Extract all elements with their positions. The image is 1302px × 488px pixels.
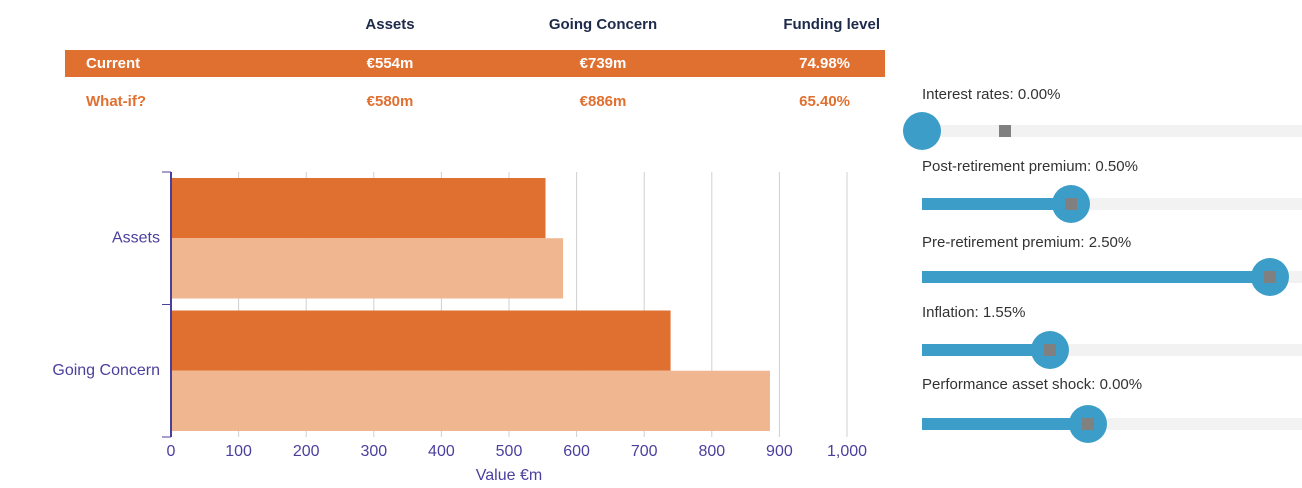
x-tick-label: 500 [496,443,523,460]
y-tick-label: Going Concern [52,362,160,379]
chart: 0 100 200 300 400 500 600 700 800 900 1,000 Assets G… [52,171,867,484]
x-tick-label: 1,000 [827,443,867,460]
x-axis-label: Value €m [476,467,542,484]
bar [171,310,671,371]
slider-marker [1082,418,1094,430]
x-tick-label: 100 [225,443,252,460]
x-tick-label: 200 [293,443,320,460]
x-tick-label: 300 [360,443,387,460]
bar [171,238,564,299]
x-tick-label: 0 [167,443,176,460]
cell: 74.98% [799,55,850,72]
slider-fill [922,198,1071,210]
cell: €554m [366,55,414,72]
row-label: Current [86,55,141,72]
cell: €739m [579,55,627,72]
y-tick-label: Assets [112,229,160,246]
slider-marker [999,125,1011,137]
slider-marker [1264,271,1276,283]
slider-label: Post-retirement premium: 0.50% [922,158,1138,175]
x-tick-label: 700 [631,443,658,460]
cell: €580m [366,93,414,110]
cell: €886m [579,93,627,110]
slider-fill [922,344,1050,356]
row-label: What-if? [86,93,146,110]
slider-label: Performance asset shock: 0.00% [922,376,1143,393]
slider-label: Interest rates: 0.00% [922,86,1061,103]
bar [171,178,546,239]
x-tick-label: 900 [766,443,793,460]
col-header: Going Concern [548,16,658,33]
slider-label: Inflation: 1.55% [922,304,1026,321]
slider-fill [922,418,1088,430]
x-tick-label: 400 [428,443,455,460]
slider-marker [1065,198,1077,210]
col-header: Assets [365,16,415,33]
slider-track[interactable] [922,125,1302,137]
bar [171,370,770,431]
cell: 65.40% [799,93,850,110]
slider-fill [922,271,1270,283]
x-tick-label: 600 [563,443,590,460]
col-header: Funding level [783,16,880,33]
x-tick-label: 800 [698,443,725,460]
slider-label: Pre-retirement premium: 2.50% [922,234,1132,251]
slider-marker [1044,344,1056,356]
row-highlight [65,50,885,77]
slider-handle[interactable] [903,112,941,150]
